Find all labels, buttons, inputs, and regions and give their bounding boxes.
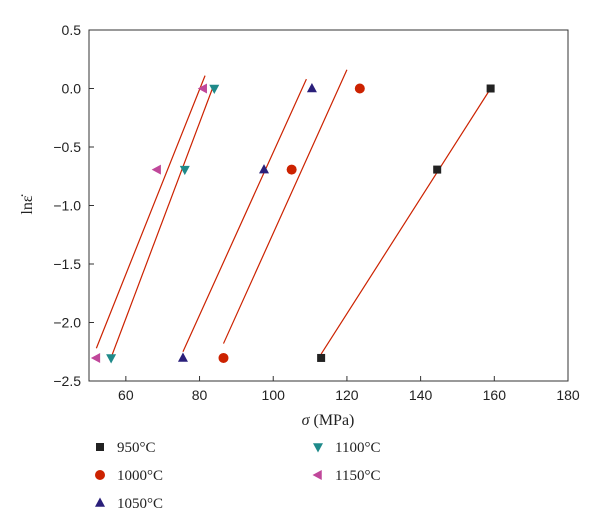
legend-label: 950°C — [117, 440, 156, 456]
legend-label: 1100°C — [335, 440, 380, 456]
legend-marker-1050°C — [95, 497, 105, 507]
data-point-1100°C — [179, 165, 190, 176]
y-tick-label: −2.5 — [53, 373, 81, 389]
data-point-1050°C — [306, 83, 317, 93]
data-point-1050°C — [259, 164, 270, 174]
data-point-950°C — [317, 353, 326, 362]
data-point-1050°C — [177, 352, 188, 362]
fit-line-1150°C — [95, 75, 206, 349]
y-tick-label: 0.0 — [62, 81, 82, 97]
x-tick-label: 60 — [118, 387, 134, 403]
legend-label: 1050°C — [117, 496, 163, 512]
data-point-1100°C — [209, 84, 220, 94]
x-tick-label: 100 — [262, 387, 286, 403]
legend-label: 1150°C — [335, 468, 380, 484]
legend-marker-1150°C — [312, 470, 322, 480]
x-tick-label: 80 — [192, 387, 208, 403]
data-point-1000°C — [286, 164, 297, 175]
legend-marker-1000°C — [95, 470, 105, 480]
x-tick-label: 160 — [483, 387, 507, 403]
data-point-1000°C — [354, 83, 365, 94]
data-point-1150°C — [151, 164, 161, 175]
data-point-1150°C — [197, 83, 207, 94]
legend-marker-1100°C — [313, 443, 323, 453]
data-point-950°C — [486, 84, 495, 93]
x-axis-title: σ (MPa) — [302, 412, 355, 429]
y-axis-title: lnε̇ — [19, 194, 36, 214]
legend-label: 1000°C — [117, 468, 163, 484]
y-tick-label: −1.5 — [53, 256, 81, 272]
fit-line-1000°C — [222, 69, 348, 344]
fit-line-950°C — [320, 88, 492, 355]
fit-line-1050°C — [182, 78, 307, 352]
y-tick-label: −1.0 — [53, 198, 81, 214]
data-point-1100°C — [106, 354, 117, 364]
data-point-950°C — [433, 165, 442, 174]
x-tick-label: 180 — [556, 387, 580, 403]
data-point-1000°C — [218, 352, 229, 363]
y-tick-label: −2.0 — [53, 315, 81, 331]
x-tick-label: 140 — [409, 387, 433, 403]
legend-marker-950°C — [96, 443, 104, 451]
y-tick-label: 0.5 — [62, 22, 82, 38]
plot-frame — [88, 29, 569, 382]
y-tick-label: −0.5 — [53, 139, 81, 155]
data-point-1150°C — [90, 352, 101, 363]
fit-line-1100°C — [110, 88, 213, 358]
x-tick-label: 120 — [335, 387, 359, 403]
